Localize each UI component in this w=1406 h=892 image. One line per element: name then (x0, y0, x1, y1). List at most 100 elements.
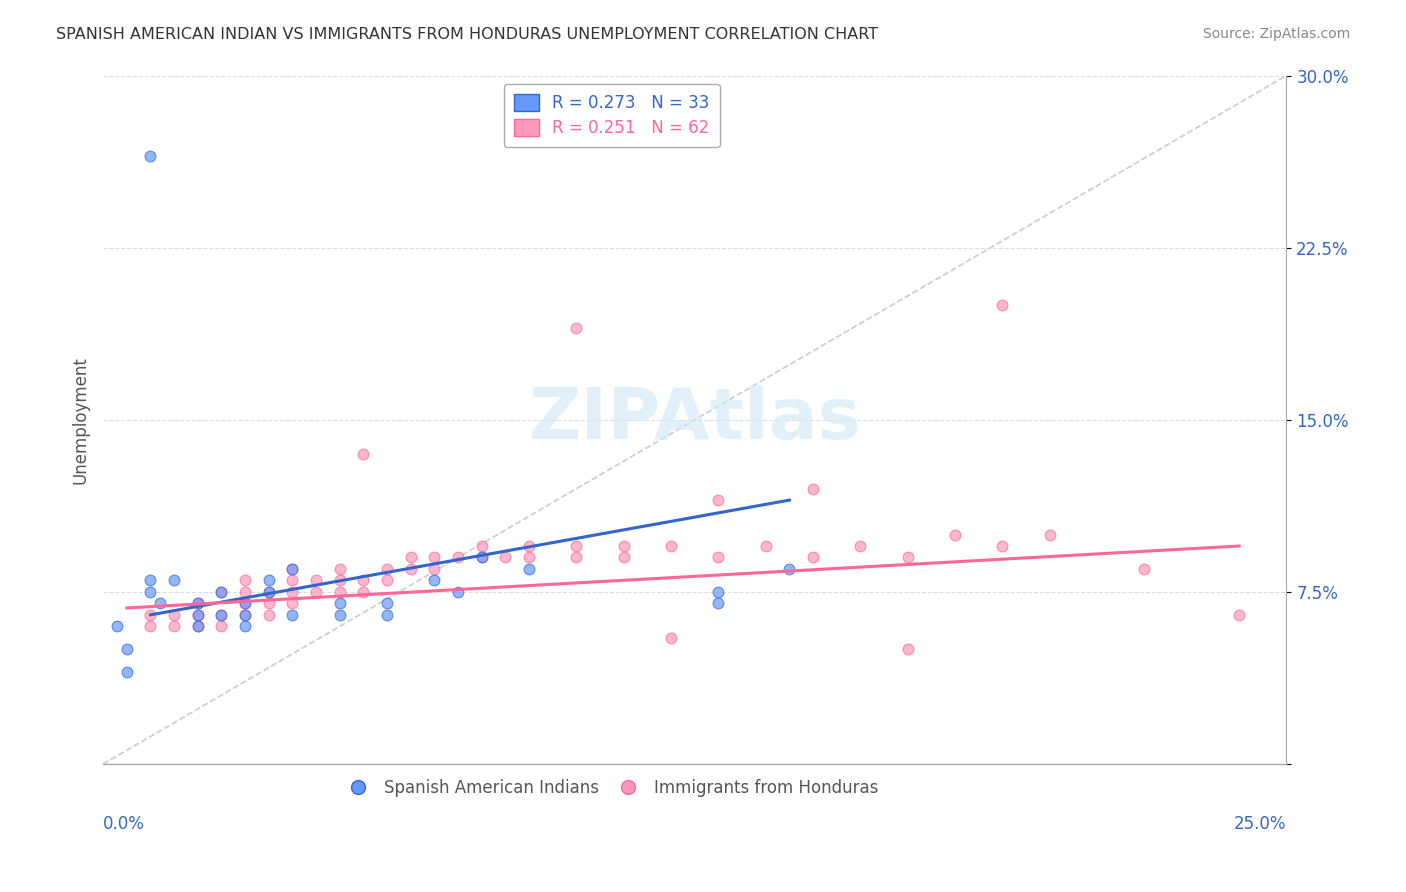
Point (565, 539, 588, 553)
Point (707, 585, 730, 599)
Point (707, 596, 730, 610)
Point (305, 585, 328, 599)
Point (281, 562, 304, 576)
Point (187, 596, 209, 610)
Point (329, 574, 352, 588)
Point (423, 562, 446, 576)
Point (281, 596, 304, 610)
Point (353, 574, 375, 588)
Point (233, 607, 256, 622)
Text: Source: ZipAtlas.com: Source: ZipAtlas.com (1202, 27, 1350, 41)
Point (471, 550, 494, 565)
Point (139, 585, 162, 599)
Point (778, 562, 800, 576)
Point (233, 619, 256, 633)
Point (163, 607, 186, 622)
Point (565, 550, 588, 565)
Point (991, 298, 1014, 312)
Point (211, 607, 233, 622)
Point (375, 574, 398, 588)
Point (187, 619, 209, 633)
Point (517, 562, 540, 576)
Point (233, 585, 256, 599)
Point (233, 596, 256, 610)
Point (849, 539, 872, 553)
Point (329, 562, 352, 576)
Point (187, 607, 209, 622)
Point (281, 585, 304, 599)
Point (187, 607, 209, 622)
Point (943, 527, 966, 541)
Point (423, 550, 446, 565)
Point (149, 596, 172, 610)
Y-axis label: Unemployment: Unemployment (72, 356, 89, 483)
Point (187, 619, 209, 633)
Text: ZIPAtlas: ZIPAtlas (529, 385, 860, 454)
Point (329, 596, 352, 610)
Point (281, 607, 304, 622)
Point (257, 607, 280, 622)
Point (659, 631, 682, 645)
Point (115, 665, 138, 680)
Point (105, 619, 128, 633)
Point (613, 550, 636, 565)
Point (233, 607, 256, 622)
Point (353, 585, 375, 599)
Point (755, 539, 778, 553)
Point (139, 619, 162, 633)
Text: 0.0%: 0.0% (103, 814, 145, 832)
Point (801, 550, 824, 565)
Point (707, 493, 730, 508)
Point (353, 447, 375, 461)
Point (163, 574, 186, 588)
Point (211, 619, 233, 633)
Point (613, 539, 636, 553)
Point (257, 585, 280, 599)
Point (399, 550, 422, 565)
Point (375, 596, 398, 610)
Point (399, 562, 422, 576)
Point (305, 574, 328, 588)
Point (329, 607, 352, 622)
Point (281, 562, 304, 576)
Point (1133, 562, 1156, 576)
Point (139, 149, 162, 163)
Point (565, 321, 588, 335)
Text: SPANISH AMERICAN INDIAN VS IMMIGRANTS FROM HONDURAS UNEMPLOYMENT CORRELATION CHA: SPANISH AMERICAN INDIAN VS IMMIGRANTS FR… (56, 27, 879, 42)
Point (801, 482, 824, 496)
Point (139, 574, 162, 588)
Point (257, 574, 280, 588)
Text: 25.0%: 25.0% (1234, 814, 1286, 832)
Point (659, 539, 682, 553)
Point (1039, 527, 1062, 541)
Point (163, 619, 186, 633)
Point (897, 550, 920, 565)
Point (991, 539, 1014, 553)
Point (211, 585, 233, 599)
Point (257, 585, 280, 599)
Point (375, 607, 398, 622)
Point (329, 585, 352, 599)
Point (447, 585, 470, 599)
Point (897, 642, 920, 657)
Point (707, 550, 730, 565)
Point (447, 550, 470, 565)
Legend: Spanish American Indians, Immigrants from Honduras: Spanish American Indians, Immigrants fro… (339, 772, 884, 804)
Point (1227, 607, 1250, 622)
Point (471, 539, 494, 553)
Point (423, 574, 446, 588)
Point (517, 539, 540, 553)
Point (257, 596, 280, 610)
Point (233, 596, 256, 610)
Point (281, 574, 304, 588)
Point (233, 574, 256, 588)
Point (211, 607, 233, 622)
Point (187, 596, 209, 610)
Point (471, 550, 494, 565)
Point (139, 607, 162, 622)
Point (375, 562, 398, 576)
Point (517, 550, 540, 565)
Point (211, 585, 233, 599)
Point (115, 642, 138, 657)
Point (495, 550, 517, 565)
